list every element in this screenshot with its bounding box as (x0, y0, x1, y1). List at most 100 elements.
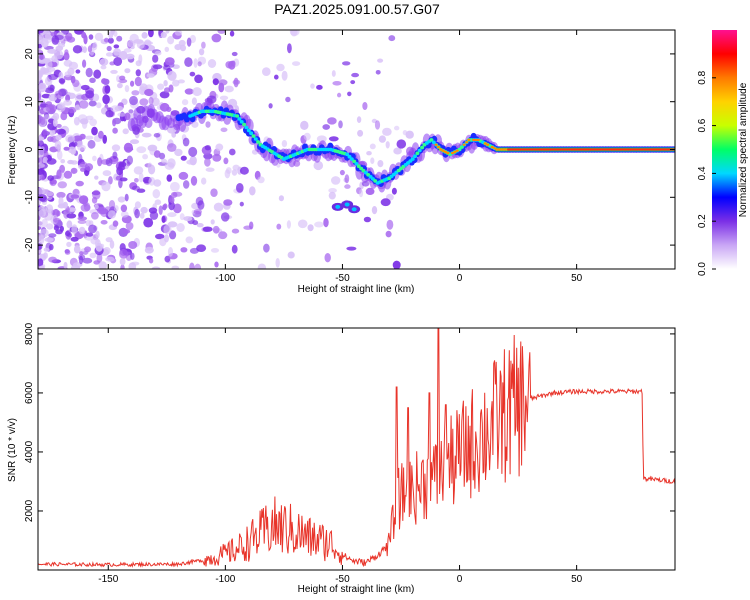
noise-blob (74, 30, 84, 35)
noise-blob (189, 71, 196, 77)
noise-blob (76, 140, 84, 148)
noise-blob (116, 166, 123, 176)
noise-blob (174, 30, 183, 36)
ridge-peak (523, 148, 527, 151)
noise-blob (307, 224, 314, 232)
noise-blob (99, 58, 109, 66)
ridge-core (356, 164, 361, 168)
noise-blob (191, 97, 197, 105)
noise-blob (231, 244, 238, 254)
noise-blob (239, 201, 244, 207)
noise-blob (41, 218, 48, 228)
noise-blob (60, 112, 68, 121)
noise-blob (100, 65, 107, 70)
ridge-core (354, 162, 359, 166)
noise-blob (393, 147, 402, 155)
ridge-peak (446, 151, 450, 155)
ridge-core (347, 154, 352, 159)
noise-blob (70, 160, 78, 165)
noise-blob (131, 90, 140, 96)
noise-blob (106, 45, 112, 52)
noise-blob (198, 48, 205, 56)
noise-blob (281, 140, 288, 148)
ridge-peak (657, 148, 661, 151)
ridge-peak (465, 141, 469, 144)
noise-blob (85, 135, 94, 140)
noise-blob (163, 203, 168, 209)
ridge-peak (537, 148, 541, 151)
noise-blob (53, 218, 62, 223)
noise-blob (212, 225, 220, 234)
ridge-peak (507, 148, 511, 151)
ridge-peak (652, 148, 656, 151)
noise-blob (124, 112, 131, 121)
ridge-peak (626, 148, 630, 151)
ridge-core (431, 140, 436, 145)
colorbar-tick-label: 0.0 (697, 262, 708, 276)
noise-blob (386, 219, 394, 230)
noise-blob (331, 70, 336, 77)
noise-blob (112, 127, 118, 134)
ridge-peak (643, 148, 647, 151)
y-tick-label: 6000 (24, 381, 35, 404)
noise-blob (125, 222, 134, 230)
ridge-peak (546, 148, 551, 151)
noise-blob (192, 87, 202, 97)
noise-blob (183, 216, 193, 222)
noise-blob (144, 246, 154, 254)
noise-blob (77, 114, 88, 123)
noise-blob (96, 102, 102, 109)
noise-blob (328, 136, 339, 142)
ridge-peak (582, 148, 586, 151)
ridge-peak (453, 150, 457, 154)
noise-blob (123, 48, 132, 53)
noise-blob (147, 162, 153, 170)
noise-blob (207, 59, 217, 68)
noise-blob (118, 161, 127, 168)
noise-blob (182, 137, 190, 147)
noise-blob (38, 30, 44, 34)
colorbar-label: Normalized spectral amplitude (738, 82, 749, 217)
noise-blob (108, 31, 114, 39)
noise-blob (184, 88, 194, 95)
noise-blob (164, 234, 169, 243)
snr-x-label: Height of straight line (km) (298, 584, 415, 595)
noise-blob (327, 117, 337, 125)
noise-blob (133, 166, 144, 175)
noise-blob (87, 45, 93, 53)
noise-blob (39, 174, 45, 181)
noise-blob (357, 129, 364, 137)
noise-blob (38, 34, 45, 42)
noise-blob (313, 160, 324, 171)
noise-blob (38, 43, 43, 49)
noise-blob (38, 234, 45, 241)
noise-blob (292, 61, 301, 66)
ridge-halo (138, 116, 147, 129)
noise-blob (70, 141, 78, 147)
noise-blob (146, 73, 155, 78)
noise-blob (82, 257, 93, 264)
noise-blob (38, 136, 45, 141)
noise-blob (108, 176, 113, 185)
noise-blob (51, 55, 58, 63)
spectrogram-y-ticks: -20 -10 0 10 20 (24, 48, 675, 252)
snr-frame (37, 327, 676, 571)
noise-blob (110, 105, 120, 113)
noise-blob (167, 247, 174, 257)
noise-blob (223, 199, 233, 206)
ridge-peak (441, 149, 445, 152)
noise-blob (52, 118, 58, 127)
noise-blob (365, 187, 375, 195)
ridge-peak (596, 148, 600, 151)
ridge-peak (607, 148, 612, 151)
noise-blob (38, 226, 42, 231)
noise-blob (394, 125, 400, 131)
noise-blob (138, 172, 144, 183)
noise-blob (380, 198, 391, 207)
noise-blob (323, 217, 329, 228)
noise-blob (112, 118, 117, 127)
noise-blob (236, 183, 244, 193)
y-tick-label: 0 (24, 146, 35, 152)
noise-blob (89, 77, 96, 84)
